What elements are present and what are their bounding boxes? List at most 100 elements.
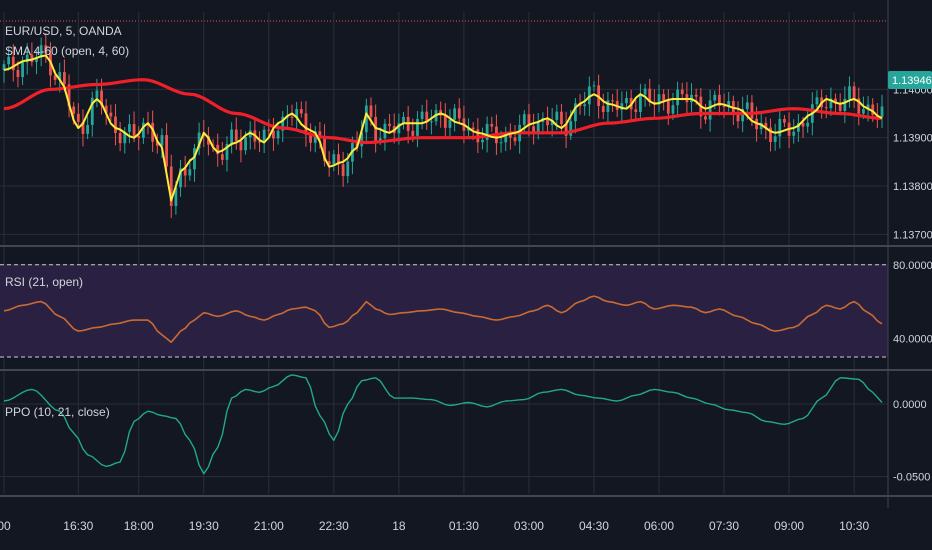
candle-body: [81, 121, 85, 134]
x-tick-label: 03:00: [514, 519, 544, 533]
candle-body: [666, 100, 670, 114]
candle-body: [453, 108, 457, 120]
candle-body: [220, 154, 224, 160]
candle-body: [197, 132, 201, 149]
candle-body: [471, 127, 475, 130]
candle-body: [21, 62, 24, 78]
candle-body: [309, 134, 312, 143]
x-tick-label: 19:30: [189, 519, 219, 533]
candle-body: [267, 129, 271, 131]
candle-body: [848, 86, 851, 99]
candle-body: [513, 137, 517, 142]
candle-body: [104, 105, 108, 113]
candle-body: [871, 104, 875, 115]
candle-body: [174, 187, 178, 206]
candle-body: [2, 64, 6, 70]
candle-body: [587, 86, 591, 105]
candle-body: [95, 90, 99, 98]
candle-body: [504, 132, 508, 143]
candle-body: [397, 123, 401, 134]
candle-body: [676, 89, 679, 106]
y-tick-label: 80.0000: [893, 260, 932, 272]
candle-body: [272, 130, 275, 139]
candle-body: [880, 106, 884, 118]
candle-body: [852, 86, 856, 99]
candle-body: [657, 94, 661, 105]
candle-body: [815, 97, 819, 105]
candle-body: [420, 111, 424, 120]
candle-body: [838, 102, 842, 111]
candle-body: [555, 111, 559, 120]
candle-body: [378, 138, 382, 141]
candle-body: [123, 131, 127, 144]
candle-body: [522, 114, 526, 125]
candle-body: [550, 119, 554, 126]
candle-body: [606, 100, 610, 113]
x-tick-label: 04:30: [579, 519, 609, 533]
candle-body: [750, 102, 754, 119]
candle-body: [736, 112, 740, 122]
candle-body: [76, 113, 80, 122]
candle-body: [304, 113, 308, 135]
candle-body: [109, 112, 113, 117]
candle-body: [160, 135, 164, 146]
x-tick-label: 06:00: [644, 519, 674, 533]
candle-body: [671, 105, 675, 114]
candle-body: [30, 54, 34, 62]
rsi-indicator-label[interactable]: RSI (21, open): [5, 275, 83, 289]
rsi-line: [3, 295, 883, 343]
candle-body: [16, 70, 20, 78]
x-tick-label: 07:30: [709, 519, 739, 533]
candle-body: [583, 104, 587, 107]
candle-body: [193, 148, 196, 170]
candle-body: [7, 56, 11, 65]
candle-body: [490, 123, 494, 127]
candle-body: [188, 169, 192, 176]
candle-body: [337, 154, 340, 165]
candle-body: [564, 124, 568, 136]
candle-body: [648, 88, 652, 102]
candle-body: [829, 98, 833, 109]
x-tick-label: 18:00: [124, 519, 154, 533]
sma-fast-line: [3, 54, 883, 202]
sma-indicator-label[interactable]: SMA 4-60 (open, 4, 60): [5, 44, 129, 58]
x-tick-label: 16:30: [63, 519, 93, 533]
candle-body: [783, 119, 786, 123]
candle-body: [481, 139, 484, 143]
candle-body: [25, 54, 29, 63]
candle-body: [680, 89, 684, 95]
candle-body: [741, 108, 745, 122]
candle-body: [49, 53, 52, 76]
y-tick-label: 1.13700: [893, 229, 932, 241]
candle-body: [132, 124, 136, 136]
candle-body: [90, 97, 94, 125]
candle-body: [731, 101, 735, 113]
x-tick-label: 10:30: [839, 519, 869, 533]
candle-body: [318, 131, 322, 137]
candle-body: [258, 141, 261, 143]
candle-body: [230, 129, 234, 144]
candle-body: [11, 56, 15, 71]
ppo-indicator-label[interactable]: PPO (10, 21, close): [5, 405, 110, 419]
candle-body: [299, 109, 303, 114]
candle-body: [369, 105, 373, 117]
candle-body: [643, 88, 647, 95]
x-tick-label: 01:30: [449, 519, 479, 533]
candle-body: [801, 122, 805, 127]
x-tick-label: 09:00: [774, 519, 804, 533]
rsi-band: [0, 264, 888, 358]
y-tick-label: 1.13800: [893, 181, 932, 193]
candle-body: [118, 133, 122, 144]
candle-body: [332, 154, 336, 165]
candle-body: [862, 109, 865, 114]
rsi-band-fill: [0, 264, 888, 357]
candle-body: [402, 116, 405, 124]
candle-body: [546, 118, 549, 126]
candle-body: [411, 130, 415, 136]
candle-body: [718, 94, 721, 106]
candle-body: [346, 161, 350, 177]
candle-body: [360, 132, 364, 147]
candle-body: [834, 98, 837, 103]
candle-body: [694, 94, 698, 97]
